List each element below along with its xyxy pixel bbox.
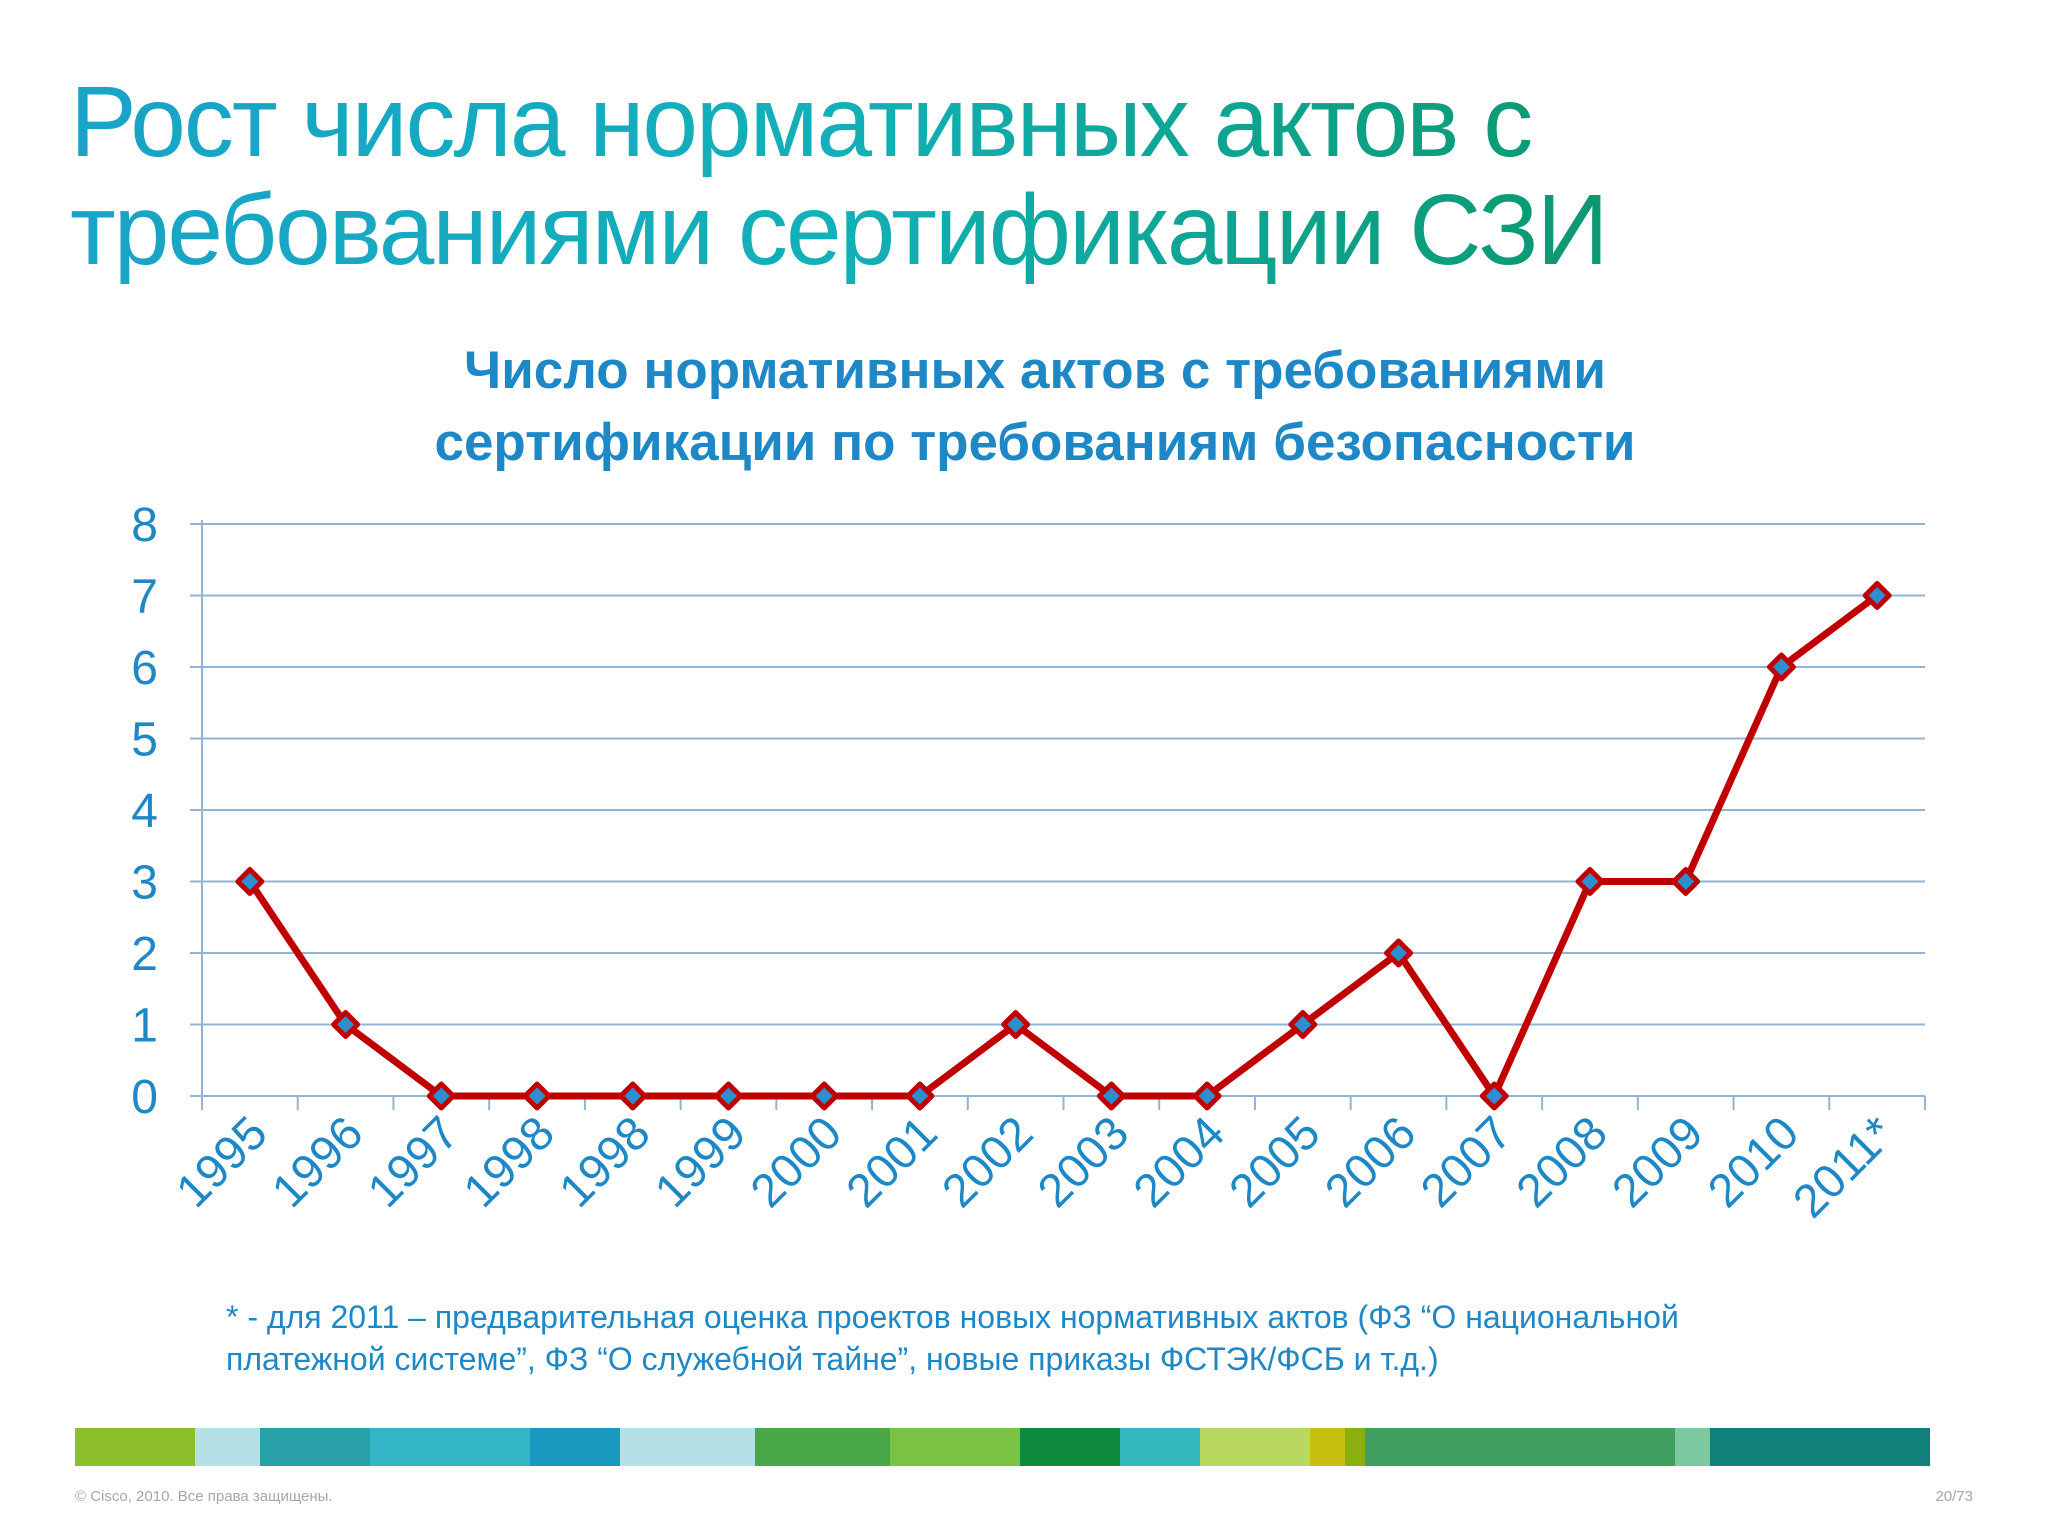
color-bar-segment [1120,1428,1200,1466]
x-tick-label: 1995 [166,1106,277,1217]
x-tick-label: 2008 [1506,1106,1617,1217]
footer-color-bar [75,1428,1975,1466]
y-tick-labels: 0 1 2 3 4 5 6 7 8 [131,499,158,1124]
x-tick-label: 1997 [357,1106,468,1217]
color-bar-segment [1365,1428,1675,1466]
x-tick-label: 1999 [644,1106,755,1217]
data-point [905,1081,935,1111]
data-point [235,867,265,896]
data-point [1575,867,1605,896]
footnote-line-2: платежной системе”, ФЗ “О служебной тайн… [226,1341,1439,1377]
chart-title-line-2: сертификации по требованиям безопасности [434,413,1635,472]
data-point [809,1081,839,1111]
data-point [1766,652,1796,682]
axes [190,520,1926,1110]
data-point [331,1010,361,1039]
y-tick-label: 8 [131,499,158,552]
x-tick-label: 1996 [261,1106,372,1217]
copyright: © Cisco, 2010. Все права защищены. [75,1488,333,1505]
color-bar-segment [755,1428,890,1466]
data-point [1001,1010,1031,1039]
color-bar-segment [1020,1428,1120,1466]
x-tick-label: 2011* [1782,1106,1904,1228]
x-tick-label: 2000 [740,1106,851,1217]
color-bar-segment [1310,1428,1345,1466]
line-chart: Число нормативных актов с требованиями с… [131,341,1926,1228]
page-number: 20/73 [1935,1488,1973,1505]
x-tick-label: 1998 [453,1106,564,1217]
color-bar-segment [1200,1428,1310,1466]
data-point [522,1081,552,1111]
x-tick-label: 2002 [931,1106,1042,1217]
color-bar-segment [1345,1428,1365,1466]
y-tick-label: 5 [131,714,158,767]
y-tick-label: 7 [131,571,158,624]
color-bar-segment [195,1428,260,1466]
x-tick-label: 1998 [548,1106,659,1217]
x-tick-label: 2005 [1218,1106,1329,1217]
color-bar-segment [530,1428,620,1466]
y-tick-label: 1 [131,1000,158,1053]
x-tick-labels: 1995199619971998199819992000200120022003… [166,1106,1905,1228]
series-line [246,592,1881,1100]
color-bar-segment [620,1428,755,1466]
y-tick-label: 2 [131,928,158,981]
chart-title-line-1: Число нормативных актов с требованиями [464,341,1606,400]
color-bar-segment [75,1428,195,1466]
data-point [1192,1081,1222,1111]
color-bar-segment [1675,1428,1710,1466]
data-point [1096,1081,1126,1111]
x-tick-label: 2001 [836,1106,947,1217]
data-point [618,1081,648,1111]
x-tick-label: 2004 [1123,1106,1234,1217]
color-bar-segment [890,1428,1020,1466]
series-line-path [246,592,1881,1100]
data-point [1384,938,1414,968]
gridlines [202,523,1925,1026]
footnote: * - для 2011 – предварительная оценка пр… [226,1296,1826,1380]
data-point [426,1081,456,1111]
color-bar-segment [260,1428,370,1466]
y-tick-label: 0 [131,1071,158,1124]
color-bar-segment [370,1428,530,1466]
data-points [235,581,1892,1111]
data-point [1862,581,1892,610]
x-tick-label: 2007 [1410,1106,1521,1217]
data-point [1288,1010,1318,1039]
data-point [713,1081,743,1111]
x-tick-label: 2006 [1314,1106,1425,1217]
data-point [1479,1081,1509,1111]
color-bar-segment [1710,1428,1930,1466]
y-tick-label: 6 [131,642,158,695]
y-tick-label: 4 [131,785,158,838]
data-point [1671,867,1701,896]
x-tick-label: 2009 [1601,1106,1712,1217]
footnote-line-1: * - для 2011 – предварительная оценка пр… [226,1299,1679,1335]
x-tick-label: 2003 [1027,1106,1138,1217]
y-tick-label: 3 [131,857,158,910]
